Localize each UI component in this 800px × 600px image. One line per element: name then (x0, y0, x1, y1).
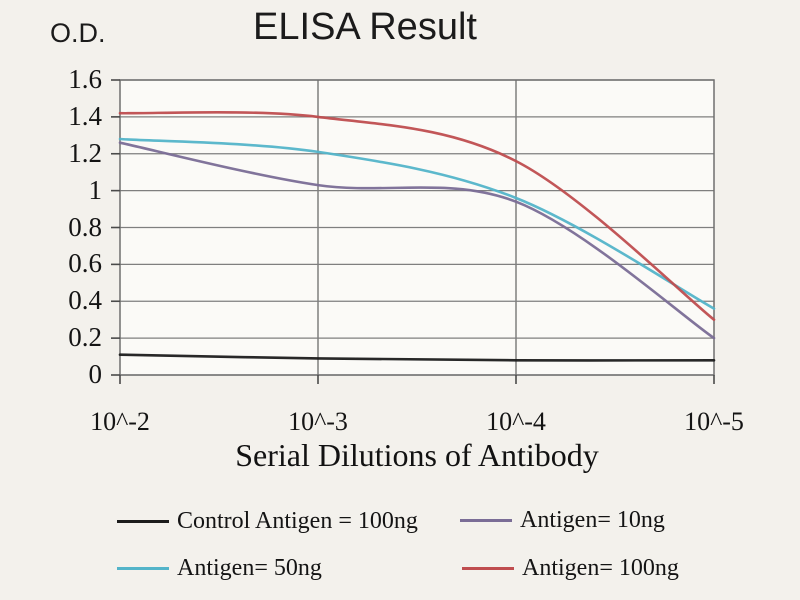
y-tick-label: 0.2 (68, 322, 102, 353)
y-tick-label: 1.2 (68, 137, 102, 168)
legend-item-control-antigen-100ng: Control Antigen = 100ng (117, 506, 418, 536)
y-tick-label: 0.8 (68, 211, 102, 242)
legend-item-antigen-100ng: Antigen= 100ng (462, 553, 679, 583)
y-tick-label: 0.4 (68, 285, 102, 316)
chart-title: ELISA Result (253, 6, 477, 48)
legend-line-swatch-black (117, 519, 169, 523)
legend-label: Antigen= 100ng (522, 554, 679, 581)
y-axis-unit-label: O.D. (50, 18, 106, 48)
y-tick-label: 1 (88, 174, 103, 205)
legend-label: Antigen= 10ng (520, 506, 665, 533)
series-line-antigen-10ng (118, 141, 716, 340)
x-tick-label: 10^-5 (684, 407, 744, 436)
series-line-antigen-50ng (118, 137, 716, 310)
legend-line-swatch-red (462, 566, 514, 570)
x-tick-label: 10^-3 (288, 407, 348, 436)
series-line-control-antigen-100ng (118, 353, 716, 362)
series-line-antigen-100ng (118, 110, 716, 321)
x-tick-label: 10^-2 (90, 407, 150, 436)
y-tick-label: 1.6 (68, 64, 102, 94)
x-tick-label: 10^-4 (486, 407, 546, 436)
legend-item-antigen-10ng: Antigen= 10ng (460, 505, 665, 535)
legend-label: Antigen= 50ng (177, 554, 322, 581)
legend-label: Control Antigen = 100ng (177, 507, 418, 534)
legend-item-antigen-50ng: Antigen= 50ng (117, 553, 322, 583)
y-tick-label: 0.6 (68, 248, 102, 279)
legend-line-swatch-purple (460, 518, 512, 522)
legend-line-swatch-cyan (117, 566, 169, 570)
y-tick-label: 0 (88, 359, 103, 389)
y-tick-label: 1.4 (68, 100, 102, 131)
x-axis-title: Serial Dilutions of Antibody (235, 437, 599, 473)
